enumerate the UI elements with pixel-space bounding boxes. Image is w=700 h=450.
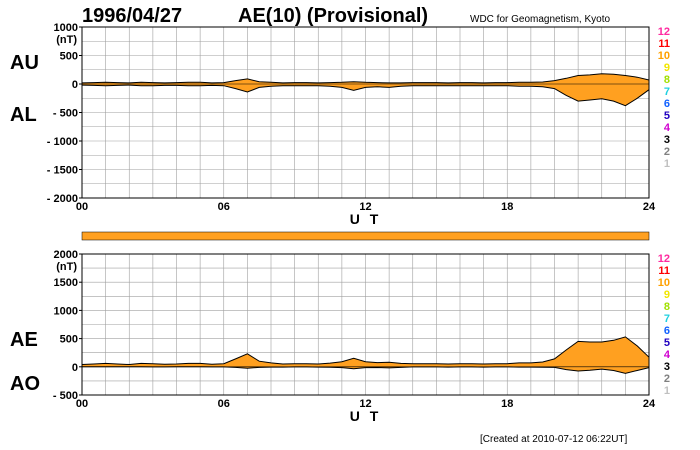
y-tick-label: 500 <box>60 334 78 346</box>
side-label-ae: AE <box>10 329 38 351</box>
legend-entry-9: 9 <box>664 289 670 301</box>
y-tick-label: 0 <box>72 79 78 91</box>
legend-entry-2: 2 <box>664 373 670 385</box>
chart-title: AE(10) (Provisional) <box>238 5 428 27</box>
legend-entry-7: 7 <box>664 86 670 98</box>
x-tick-label: 06 <box>218 398 230 410</box>
x-axis-label: U T <box>350 408 382 424</box>
legend-entry-9: 9 <box>664 62 670 74</box>
title-date: 1996/04/27 <box>82 5 182 27</box>
x-tick-label: 12 <box>359 201 371 213</box>
legend-entry-8: 8 <box>664 74 670 86</box>
y-tick-label: 1000 <box>54 22 78 34</box>
x-tick-label: 00 <box>76 201 88 213</box>
legend-entry-1: 1 <box>664 385 670 397</box>
legend-entry-10: 10 <box>658 277 670 289</box>
legend-entry-5: 5 <box>664 337 670 349</box>
area-fill-au-al <box>82 73 649 106</box>
legend-entry-1: 1 <box>664 158 670 170</box>
x-tick-label: 24 <box>643 201 656 213</box>
plot-frame <box>81 253 650 396</box>
legend-entry-7: 7 <box>664 313 670 325</box>
legend-entry-6: 6 <box>664 98 670 110</box>
legend-entry-4: 4 <box>664 349 671 361</box>
legend-entry-11: 11 <box>658 38 670 50</box>
series-line-ae <box>81 336 650 366</box>
legend-entry-2: 2 <box>664 146 670 158</box>
y-tick-label: - 1000 <box>47 136 78 148</box>
legend-entry-6: 6 <box>664 325 670 337</box>
series-line-au <box>81 73 650 84</box>
legend-entry-5: 5 <box>664 110 670 122</box>
legend-entry-8: 8 <box>664 301 670 313</box>
side-label-au: AU <box>10 52 39 74</box>
legend-entry-10: 10 <box>658 50 670 62</box>
x-tick-label: 24 <box>643 398 656 410</box>
legend-entry-11: 11 <box>658 265 670 277</box>
created-timestamp: [Created at 2010-07-12 06:22UT] <box>480 434 628 445</box>
legend-entry-4: 4 <box>664 122 671 134</box>
side-label-al: AL <box>10 104 37 126</box>
x-tick-label: 18 <box>501 201 513 213</box>
legend-entry-12: 12 <box>658 253 670 265</box>
legend-entry-12: 12 <box>658 26 670 38</box>
series-line-al <box>81 84 650 107</box>
separator-bar <box>81 231 650 241</box>
side-label-ao: AO <box>10 373 40 395</box>
y-tick-label: - 2000 <box>47 193 78 205</box>
source-label: WDC for Geomagnetism, Kyoto <box>470 14 610 25</box>
y-tick-label: 1500 <box>54 277 78 289</box>
legend-entry-3: 3 <box>664 134 670 146</box>
y-tick-label: 2000 <box>54 249 78 261</box>
unit-label: (nT) <box>56 34 77 46</box>
x-axis-label: U T <box>350 211 382 227</box>
legend-entry-3: 3 <box>664 361 670 373</box>
x-tick-label: 18 <box>501 398 513 410</box>
x-tick-label: 06 <box>218 201 230 213</box>
y-tick-label: - 500 <box>53 390 78 402</box>
y-tick-label: 0 <box>72 362 78 374</box>
x-tick-label: 00 <box>76 398 88 410</box>
y-tick-label: - 500 <box>53 108 78 120</box>
x-tick-label: 12 <box>359 398 371 410</box>
unit-label: (nT) <box>56 261 77 273</box>
y-tick-label: 500 <box>60 51 78 63</box>
y-tick-label: 1000 <box>54 305 78 317</box>
y-tick-label: - 1500 <box>47 165 78 177</box>
